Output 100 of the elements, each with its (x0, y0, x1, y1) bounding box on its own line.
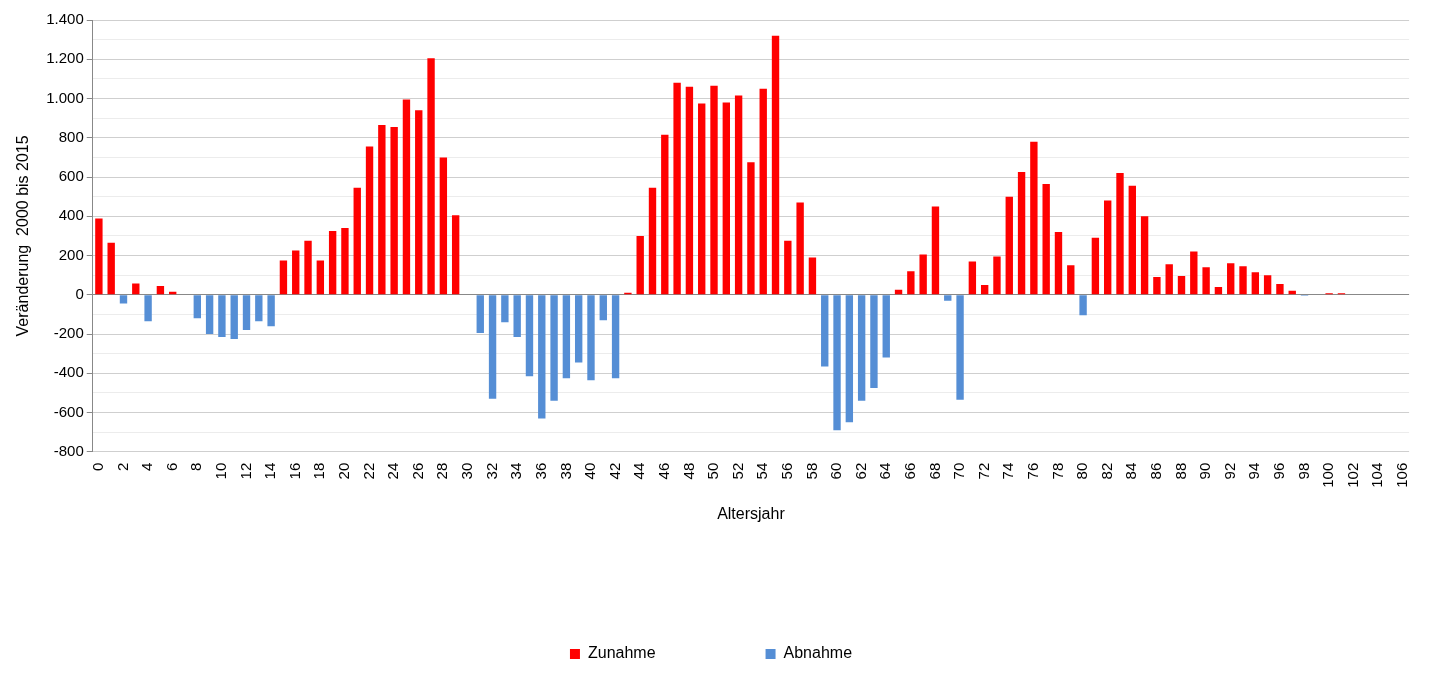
bar (1128, 185, 1136, 295)
x-tick-label: 84 (1122, 462, 1140, 480)
bar (833, 295, 841, 431)
x-tick-label: 12 (236, 462, 254, 480)
x-tick-label: 34 (507, 462, 525, 480)
bar (611, 295, 620, 379)
bar (710, 85, 718, 295)
x-tick-label: 8 (187, 462, 205, 472)
bar (378, 125, 386, 295)
x-tick-label: 52 (728, 462, 746, 480)
y-tick-label: 1.400 (46, 10, 84, 28)
bar (1079, 295, 1087, 316)
x-tick-label: 28 (433, 462, 451, 480)
bar (734, 95, 743, 295)
x-axis-title: Altersjahr (717, 504, 786, 522)
x-tick-label: 16 (285, 462, 303, 480)
bar (255, 295, 263, 322)
bar (1017, 172, 1026, 295)
x-tick-label: 44 (630, 462, 648, 480)
y-tick-label: 0 (75, 284, 84, 302)
bar (144, 295, 152, 322)
bar (1227, 263, 1235, 295)
bar (698, 103, 706, 295)
bar (821, 295, 829, 367)
bar (722, 102, 731, 295)
bar (857, 295, 866, 401)
x-tick-label: 62 (851, 462, 869, 480)
x-tick-label: 46 (654, 462, 672, 480)
bar (919, 254, 927, 295)
bar (1239, 266, 1247, 295)
bar (205, 295, 214, 335)
y-tick-label: -200 (53, 324, 84, 342)
y-tick-label: 1.200 (46, 49, 84, 67)
y-tick-label: -600 (53, 402, 84, 420)
x-tick-label: 66 (900, 462, 918, 480)
bar (759, 88, 767, 295)
bar (944, 295, 952, 301)
bar (218, 295, 226, 337)
bar (107, 242, 115, 295)
bar (353, 187, 361, 295)
x-tick-label: 98 (1294, 462, 1312, 480)
bar (747, 162, 755, 295)
bar (931, 206, 940, 295)
x-tick-label: 88 (1171, 462, 1189, 480)
bar (415, 110, 423, 295)
x-tick-label: 104 (1368, 462, 1386, 488)
x-tick-label: 4 (138, 462, 156, 472)
bar (439, 157, 448, 295)
bar (1214, 286, 1223, 295)
x-tick-label: 58 (802, 462, 820, 480)
bar (365, 146, 374, 295)
x-tick-label: 74 (999, 462, 1017, 480)
bar (796, 202, 804, 295)
x-tick-label: 106 (1393, 462, 1411, 488)
bar (1116, 173, 1124, 295)
x-tick-label: 20 (335, 462, 353, 480)
y-tick-label: 800 (58, 127, 84, 145)
x-tick-label: 42 (605, 462, 623, 480)
bar (587, 295, 595, 381)
bar (808, 257, 817, 295)
bar (1276, 283, 1284, 295)
bar (230, 295, 238, 339)
x-tick-label: 102 (1343, 462, 1361, 488)
bar (156, 285, 165, 295)
bar (1054, 231, 1063, 295)
bar (648, 187, 657, 295)
bar (292, 250, 300, 295)
x-tick-label: 6 (162, 462, 180, 472)
bar (242, 295, 251, 331)
y-tick-label: -800 (53, 441, 84, 459)
bar (267, 295, 275, 327)
bar (993, 256, 1001, 295)
x-tick-label: 80 (1073, 462, 1091, 480)
x-tick-label: 14 (261, 462, 279, 480)
x-tick-label: 60 (827, 462, 845, 480)
bar (525, 295, 534, 377)
bar (1005, 196, 1013, 295)
bar (119, 295, 128, 304)
bar (538, 295, 546, 419)
x-tick-label: 54 (753, 462, 771, 480)
x-tick-label: 92 (1220, 462, 1238, 480)
x-tick-label: 24 (384, 462, 402, 480)
y-tick-label: 1.000 (46, 88, 84, 106)
y-tick-label: -400 (53, 363, 84, 381)
x-tick-label: 2 (113, 462, 131, 472)
bar (513, 295, 521, 337)
bar (968, 261, 977, 295)
bar (1030, 141, 1038, 295)
bar (390, 126, 398, 295)
bar (575, 295, 583, 363)
x-tick-label: 22 (359, 462, 377, 480)
legend-label: Zunahme (587, 644, 656, 662)
bar (1165, 264, 1173, 295)
x-tick-label: 30 (458, 462, 476, 480)
bar (1177, 276, 1186, 295)
y-tick-label: 200 (58, 245, 84, 263)
bar (771, 35, 780, 295)
bar (673, 82, 681, 295)
bar (685, 86, 694, 295)
x-tick-label: 18 (310, 462, 328, 480)
